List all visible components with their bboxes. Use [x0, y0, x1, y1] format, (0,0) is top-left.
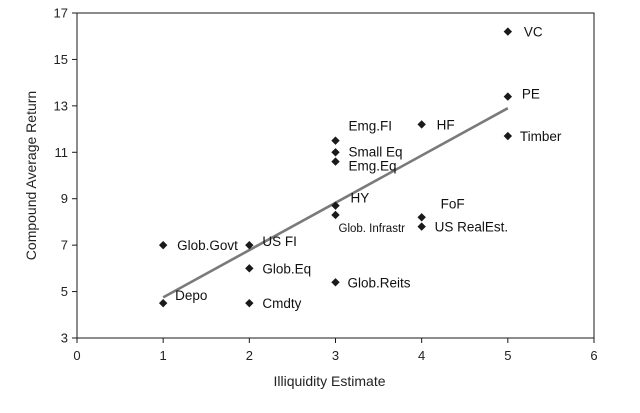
- data-label: US FI: [262, 234, 297, 249]
- y-tick-label: 13: [54, 98, 68, 113]
- data-point: [245, 240, 254, 250]
- data-point: [503, 131, 513, 141]
- data-point: [417, 120, 426, 129]
- data-label: PE: [522, 87, 540, 102]
- data-point: [331, 278, 340, 287]
- x-tick-label: 0: [73, 348, 80, 363]
- data-point: [158, 240, 168, 250]
- data-label: FoF: [441, 196, 465, 211]
- data-label: US RealEst.: [435, 220, 509, 235]
- data-label: HY: [351, 191, 370, 206]
- data-label: Emg.FI: [349, 119, 393, 134]
- data-label: Depo: [175, 288, 207, 303]
- x-axis-title: Illiquidity Estimate: [273, 373, 385, 389]
- y-axis-title: Compound Average Return: [23, 91, 39, 260]
- data-label: Small Eq: [349, 144, 403, 159]
- data-point: [158, 298, 168, 308]
- y-tick-label: 5: [61, 284, 68, 299]
- data-label: Glob.Reits: [348, 275, 411, 290]
- data-point: [331, 136, 340, 145]
- data-label: Glob.Eq: [262, 261, 311, 276]
- data-point: [331, 201, 340, 210]
- x-tick-label: 4: [418, 348, 425, 363]
- data-point: [331, 157, 340, 166]
- y-tick-label: 11: [55, 145, 69, 160]
- data-point: [503, 92, 513, 101]
- data-label: Glob. Infrastr: [339, 223, 406, 235]
- data-label: Timber: [520, 129, 562, 144]
- data-point: [245, 264, 254, 273]
- plot-area: 3 5 7 9 11 13 15 17 0 1 2 3 4 5 6 VC PE Timber Emg.FI HF Sma…: [54, 6, 598, 364]
- x-tick-label: 3: [332, 348, 339, 363]
- x-tick-label: 2: [246, 348, 253, 363]
- x-tick-label: 1: [160, 348, 167, 363]
- plot-frame: [76, 12, 595, 339]
- data-point: [331, 148, 340, 157]
- data-point: [417, 222, 426, 231]
- data-label: Glob.Govt: [177, 238, 238, 253]
- y-tick-label: 3: [61, 331, 68, 346]
- y-tick-label: 15: [54, 52, 68, 67]
- data-label: HF: [437, 117, 455, 132]
- data-label: Cmdty: [262, 296, 301, 311]
- data-point: [417, 213, 426, 222]
- data-label: Emg.Eq: [349, 159, 397, 174]
- y-tick-label: 7: [61, 238, 68, 253]
- x-tick-label: 6: [590, 348, 597, 363]
- data-point: [331, 210, 340, 220]
- x-tick-label: 5: [504, 348, 511, 363]
- y-tick-label: 9: [61, 191, 68, 206]
- data-label: VC: [524, 25, 543, 40]
- y-tick-label: 17: [54, 6, 68, 21]
- data-point: [245, 298, 254, 308]
- data-point: [503, 27, 513, 36]
